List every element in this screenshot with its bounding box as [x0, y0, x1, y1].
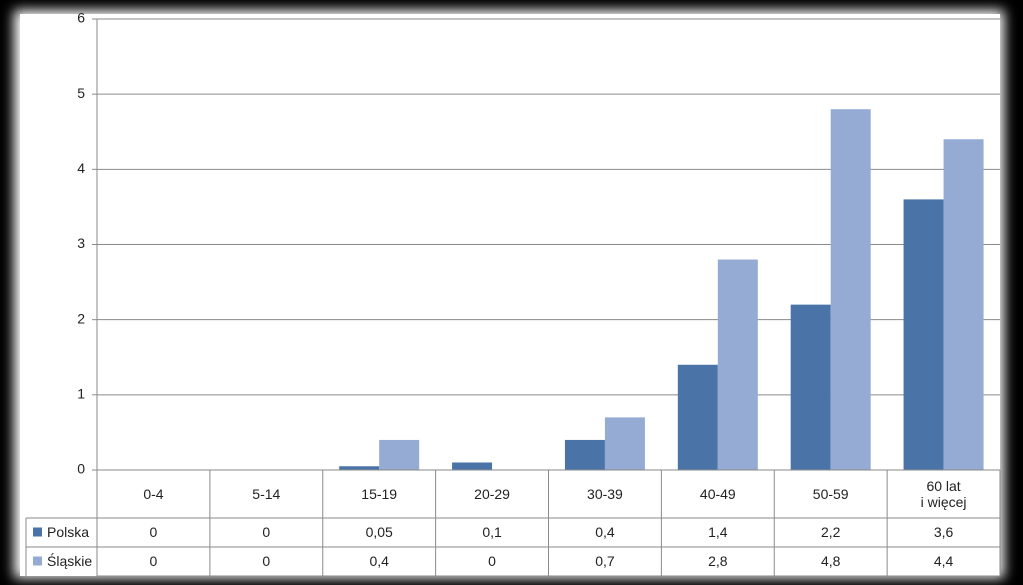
table-value: 0,7: [595, 553, 615, 569]
table-value: 4,8: [821, 553, 841, 569]
y-tick-label: 0: [77, 461, 85, 477]
bar: [790, 304, 831, 470]
x-tick-label: 30-39: [587, 486, 623, 502]
y-tick-label: 5: [77, 85, 85, 101]
table-value: 4,4: [934, 553, 954, 569]
legend-label: Polska: [47, 524, 89, 540]
x-tick-label: 15-19: [361, 486, 398, 502]
bar: [943, 139, 984, 470]
y-tick-label: 4: [77, 160, 85, 176]
x-tick-label: 60 lat i więcej: [920, 478, 967, 510]
y-tick-label: 3: [77, 235, 85, 251]
x-tick-label: 50-59: [812, 486, 849, 502]
table-value: 3,6: [934, 524, 954, 540]
table-value: 0: [150, 524, 158, 540]
table-value: 0: [150, 553, 158, 569]
table-value: 0: [488, 553, 496, 569]
table-value: 0: [262, 553, 270, 569]
bar: [903, 199, 944, 470]
table-value: 0: [262, 524, 270, 540]
x-tick-label: 20-29: [474, 486, 510, 502]
bar: [379, 439, 420, 470]
legend-label: Śląskie: [47, 552, 92, 569]
y-tick-label: 2: [77, 310, 85, 326]
table-value: 0,1: [482, 524, 502, 540]
legend-swatch: [33, 527, 42, 537]
bar: [604, 417, 645, 470]
bar: [452, 462, 493, 470]
bar: [564, 439, 605, 470]
table-value: 0,4: [595, 524, 615, 540]
x-tick-label: 0-4: [143, 486, 164, 502]
bar: [677, 364, 718, 470]
legend-swatch: [33, 556, 42, 566]
bar: [717, 259, 758, 470]
table-value: 0,05: [366, 524, 393, 540]
bar: [339, 466, 380, 470]
x-tick-label: 5-14: [252, 486, 281, 502]
x-tick-label: 40-49: [699, 486, 736, 502]
bar: [830, 109, 871, 470]
table-value: 1,4: [708, 524, 728, 540]
y-tick-label: 6: [77, 10, 85, 26]
table-value: 0,4: [369, 553, 389, 569]
table-value: 2,2: [821, 524, 841, 540]
y-tick-label: 1: [77, 386, 85, 402]
table-value: 2,8: [708, 553, 728, 569]
